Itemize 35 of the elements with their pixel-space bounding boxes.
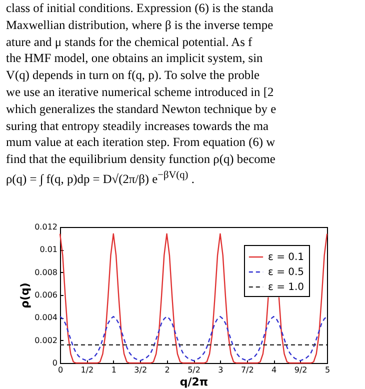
legend-label: ε = 1.0 (268, 282, 304, 293)
legend-label: ε = 0.5 (268, 267, 304, 278)
x-tick-label: 7/2 (240, 366, 254, 374)
text: ρ(q) = ∫ f(q, p)dp = D√(2π/β) e$^{−βV(q)}$ . (6, 168, 196, 188)
text: mum value at each iteration step. From equation (6) w (6, 134, 276, 152)
x-tick-label: 2 (164, 366, 170, 374)
y-tick-label: 0.004 (34, 313, 58, 322)
x-tick-label: 3 (218, 366, 224, 374)
text: we use an iterative numerical scheme introduced in [2 (6, 84, 275, 101)
x-tick-label: 1 (111, 366, 116, 374)
y-tick-label: 0.012 (34, 222, 58, 232)
text: suring that entropy steadily increases towards the ma (6, 118, 270, 134)
legend-label: ε = 0.1 (268, 252, 304, 263)
y-tick-label: 0.01 (40, 245, 58, 254)
text: find that the equilibrium density function ρ(q) become (6, 151, 276, 168)
text: Maxwellian distribution, where β is the inverse tempe (6, 16, 274, 34)
x-tick-label: 5/2 (188, 366, 200, 374)
x-tick-label: 9/2 (294, 366, 308, 374)
text: which generalizes the standard Newton technique by e (6, 100, 278, 118)
x-tick-label: 1/2 (80, 366, 94, 374)
text: the HMF model, one obtains an implicit system, sin (6, 50, 264, 68)
y-tick-label: 0 (52, 358, 58, 368)
y-tick-label: 0.008 (34, 268, 58, 277)
text: V(q) depends in turn on f(q, p). To solve the proble (6, 67, 261, 84)
x-tick-label: 4 (272, 366, 277, 374)
text: class of initial conditions. Expression (6) is the standa (6, 0, 274, 17)
x-tick-label: 3/2 (134, 366, 148, 374)
x-tick-label: 0 (58, 366, 64, 374)
y-axis-title: ρ(q) (18, 282, 32, 308)
x-tick-label: 5 (324, 366, 330, 374)
text: ature and μ stands for the chemical potential. As f (6, 34, 254, 50)
x-axis-title: q/2π (180, 376, 208, 388)
line-series (59, 316, 328, 362)
y-tick-label: 0.002 (34, 336, 58, 345)
y-tick-label: 0.006 (34, 290, 58, 300)
